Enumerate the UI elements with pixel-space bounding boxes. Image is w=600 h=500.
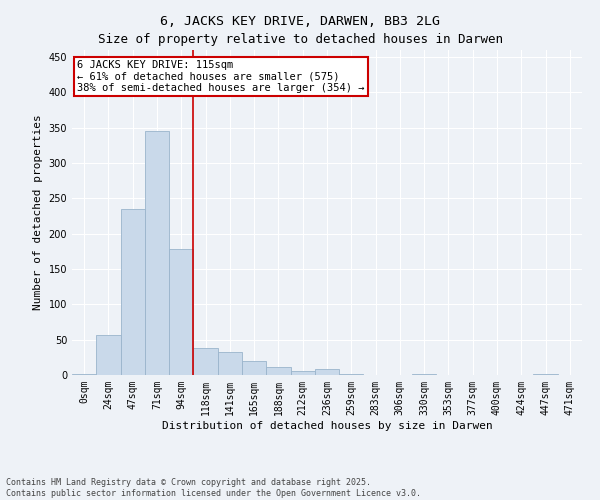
- Bar: [96, 334, 121, 375]
- Bar: [290, 371, 315, 375]
- Bar: [412, 374, 436, 375]
- Bar: [339, 374, 364, 375]
- Bar: [193, 348, 218, 375]
- Bar: [169, 249, 193, 375]
- Bar: [315, 370, 339, 375]
- Bar: [242, 361, 266, 375]
- Bar: [533, 374, 558, 375]
- Text: Contains HM Land Registry data © Crown copyright and database right 2025.
Contai: Contains HM Land Registry data © Crown c…: [6, 478, 421, 498]
- Bar: [72, 374, 96, 375]
- Bar: [121, 209, 145, 375]
- Bar: [145, 131, 169, 375]
- Text: Size of property relative to detached houses in Darwen: Size of property relative to detached ho…: [97, 32, 503, 46]
- Y-axis label: Number of detached properties: Number of detached properties: [33, 114, 43, 310]
- Text: 6, JACKS KEY DRIVE, DARWEN, BB3 2LG: 6, JACKS KEY DRIVE, DARWEN, BB3 2LG: [160, 15, 440, 28]
- X-axis label: Distribution of detached houses by size in Darwen: Distribution of detached houses by size …: [161, 420, 493, 430]
- Bar: [218, 352, 242, 375]
- Text: 6 JACKS KEY DRIVE: 115sqm
← 61% of detached houses are smaller (575)
38% of semi: 6 JACKS KEY DRIVE: 115sqm ← 61% of detac…: [77, 60, 365, 93]
- Bar: [266, 366, 290, 375]
